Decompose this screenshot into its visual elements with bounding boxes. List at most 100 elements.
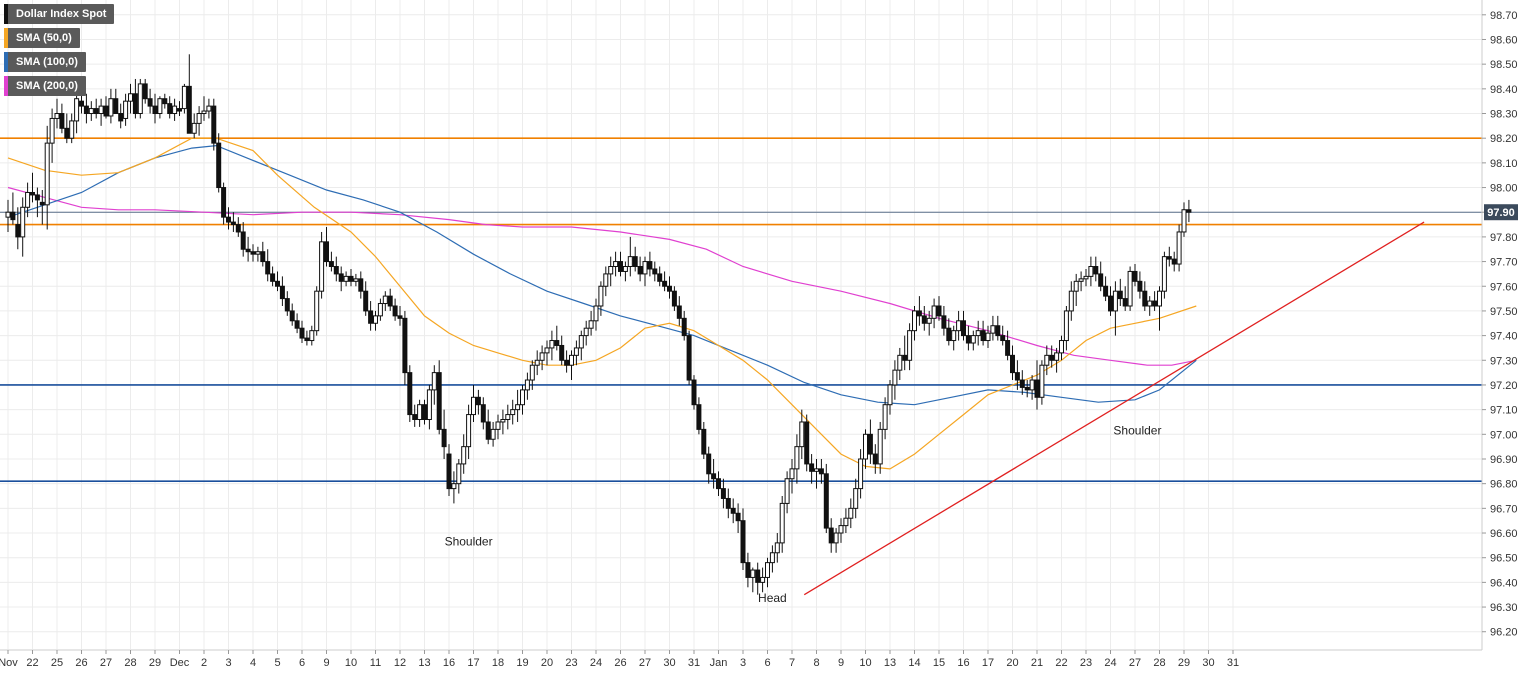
candle-body [177, 108, 182, 112]
candle-body [475, 396, 481, 406]
x-tick-label: 8 [813, 657, 819, 669]
x-tick-label: 18 [492, 657, 504, 669]
candle-body [319, 241, 325, 292]
candle-body [799, 421, 805, 448]
candle-body [128, 93, 133, 102]
candle-body [358, 278, 364, 292]
candle-body [338, 273, 344, 282]
annotation-label: Shoulder [1113, 423, 1161, 437]
candle-body [108, 98, 114, 117]
candle-body [44, 142, 50, 206]
x-tick-label: 15 [933, 657, 945, 669]
y-tick-label: 96.50 [1490, 553, 1518, 565]
y-tick-label: 97.80 [1490, 232, 1518, 244]
candle-body [1147, 300, 1153, 307]
x-tick-label: 27 [1129, 657, 1141, 669]
legend-label-sma50: SMA (50,0) [16, 32, 72, 44]
x-tick-label: 10 [345, 657, 357, 669]
candle-body [730, 507, 736, 514]
candle-body [255, 251, 261, 255]
y-tick-label: 97.10 [1490, 405, 1518, 417]
candle-body [1157, 290, 1162, 307]
candle-body [103, 105, 109, 117]
x-tick-label: 28 [1153, 657, 1165, 669]
x-tick-label: 6 [764, 657, 770, 669]
y-tick-label: 97.30 [1490, 355, 1518, 367]
candle-body [1088, 266, 1094, 277]
legend-swatch-sma200 [4, 76, 8, 96]
candle-body [54, 113, 60, 119]
legend-item-sma100[interactable]: SMA (100,0) [4, 52, 86, 72]
candle-body [250, 251, 256, 255]
candle-body [706, 453, 712, 475]
x-tick-label: Jan [710, 657, 728, 669]
candle-body [294, 320, 300, 329]
candle-body [25, 191, 31, 208]
candle-body [1186, 209, 1192, 213]
x-tick-label: 19 [516, 657, 528, 669]
candle-body [510, 409, 516, 416]
candle-body [696, 404, 702, 430]
candle-body [828, 527, 834, 544]
last-price-marker: 97.90 [1484, 204, 1518, 221]
candle-body [167, 103, 173, 115]
candle-body [867, 433, 873, 455]
candle-body [985, 332, 991, 342]
candle-body [368, 310, 374, 324]
candle-body [667, 285, 672, 292]
candle-body [1010, 354, 1015, 374]
x-tick-label: 30 [1202, 657, 1214, 669]
x-tick-label: 6 [299, 657, 305, 669]
candle-body [745, 562, 751, 578]
x-tick-label: 17 [467, 657, 479, 669]
candle-body [426, 389, 432, 421]
candle-body [916, 310, 922, 317]
legend-item-price[interactable]: Dollar Index Spot [4, 4, 115, 24]
candle-body [1083, 275, 1089, 280]
candle-body [1000, 335, 1006, 342]
candle-body [265, 261, 271, 275]
candle-body [1078, 278, 1084, 282]
candle-body [10, 211, 16, 221]
candle-body [1117, 290, 1123, 300]
y-tick-label: 97.50 [1490, 306, 1518, 318]
candle-body [191, 122, 197, 134]
candle-body [921, 315, 927, 324]
legend-item-sma50[interactable]: SMA (50,0) [4, 28, 80, 48]
candle-body [118, 113, 124, 122]
x-tick-label: 24 [590, 657, 602, 669]
legend: Dollar Index Spot SMA (50,0) SMA (100,0)… [4, 4, 115, 100]
candle-body [123, 100, 129, 119]
candle-body [353, 278, 359, 282]
legend-label-price: Dollar Index Spot [16, 8, 107, 20]
candle-body [172, 105, 178, 115]
y-tick-label: 96.40 [1490, 577, 1518, 589]
x-tick-label: 5 [274, 657, 280, 669]
y-tick-label: 97.70 [1490, 257, 1518, 269]
candle-body [691, 379, 697, 406]
candle-body [382, 295, 388, 305]
candle-body [975, 330, 981, 337]
x-tick-label: 23 [565, 657, 577, 669]
candle-body [833, 532, 839, 544]
candle-body [20, 206, 26, 238]
x-tick-label: 3 [740, 657, 746, 669]
candle-body [1166, 256, 1172, 260]
candle-body [789, 468, 795, 480]
sma200-line [7, 186, 1197, 366]
candle-body [750, 569, 756, 578]
x-tick-label: 9 [323, 657, 329, 669]
candle-body [990, 325, 996, 334]
legend-item-sma200[interactable]: SMA (200,0) [4, 76, 86, 96]
candle-body [1176, 231, 1182, 265]
candle-body [387, 295, 393, 307]
candle-body [544, 347, 550, 354]
candle-body [157, 98, 163, 115]
candle-body [446, 453, 452, 490]
y-tick-label: 97.40 [1490, 331, 1518, 343]
y-tick-label: 98.10 [1490, 158, 1518, 170]
candle-body [34, 194, 40, 201]
candle-body [681, 317, 687, 337]
last-price-badge [1484, 204, 1518, 221]
